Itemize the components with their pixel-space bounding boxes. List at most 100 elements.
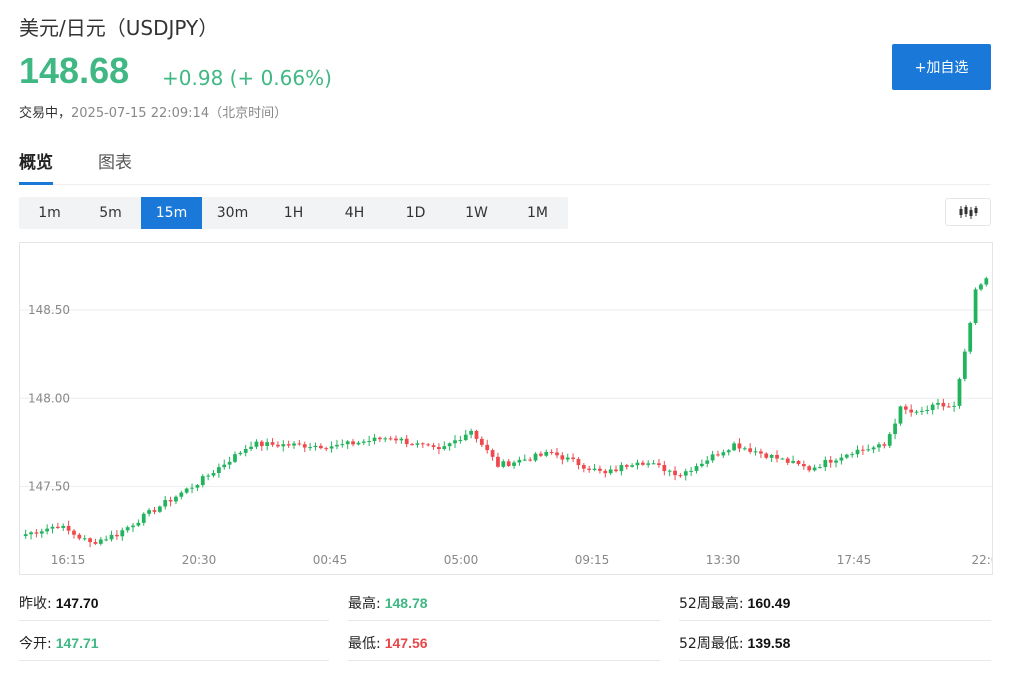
candle-body — [522, 459, 527, 461]
candle-body — [23, 534, 28, 537]
candle-body — [834, 460, 838, 463]
candle-body — [608, 469, 613, 474]
period-5m[interactable]: 5m — [99, 205, 122, 221]
candle-body — [700, 463, 704, 467]
candle-body — [281, 444, 286, 447]
period-30m[interactable]: 30m — [216, 205, 249, 221]
candle-body — [603, 470, 608, 474]
candlestick-icon — [959, 205, 978, 219]
candle-body — [871, 447, 876, 450]
stat-value: 160.49 — [747, 595, 791, 611]
candle-body — [640, 462, 645, 465]
candle-body — [512, 462, 516, 466]
candle-body — [335, 444, 339, 447]
candle-body — [490, 450, 495, 457]
candle-body — [850, 454, 855, 456]
period-4h[interactable]: 4H — [344, 205, 365, 221]
period-15m[interactable]: 15m — [141, 197, 202, 229]
tab-bar: 概览 图表 — [19, 148, 991, 185]
chart-type-button[interactable] — [945, 198, 991, 226]
candle-body — [265, 442, 270, 447]
candle-body — [544, 451, 549, 456]
candle-body — [394, 438, 398, 441]
candle-body — [249, 446, 253, 449]
stat-label: 昨收: — [19, 596, 52, 612]
candle-body — [565, 457, 570, 460]
candle-body — [420, 443, 425, 445]
candle-body — [764, 453, 769, 458]
period-1h[interactable]: 1H — [283, 205, 304, 221]
candle-body — [630, 465, 634, 467]
candle-body — [742, 448, 747, 450]
tab-overview[interactable]: 概览 — [19, 148, 53, 185]
candle-body — [238, 452, 243, 455]
candle-body — [141, 513, 146, 523]
price-chart[interactable]: 148.50 148.00 147.50 16:15 20:30 00:45 05:00 09… — [19, 242, 998, 575]
period-1w[interactable]: 1W — [465, 205, 488, 221]
candle-body — [973, 289, 978, 324]
period-1m[interactable]: 1m — [38, 205, 61, 221]
candle-body — [678, 475, 683, 477]
candle-body — [775, 454, 779, 459]
candle-body — [292, 443, 296, 446]
period-1mo[interactable]: 1M — [527, 205, 548, 221]
candle-body — [549, 451, 554, 453]
candle-body — [270, 442, 275, 445]
candle-body — [737, 443, 742, 449]
stat-label: 今开: — [19, 636, 52, 652]
candle-body — [98, 539, 103, 544]
candle-body — [72, 530, 76, 535]
candle-body — [410, 444, 414, 446]
x-tick-label: 16:15 — [51, 553, 86, 567]
candle-body — [587, 468, 592, 470]
candle-body — [66, 525, 71, 531]
candle-body — [356, 442, 361, 445]
candle-body — [732, 443, 736, 451]
candle-body — [812, 467, 817, 471]
candle-body — [716, 454, 720, 456]
candle-body — [726, 450, 731, 453]
candle-body — [624, 465, 629, 467]
candle-body — [903, 406, 908, 410]
y-tick-label: 148.00 — [28, 391, 70, 405]
candle-body — [56, 526, 60, 528]
candle-body — [345, 441, 350, 445]
candle-body — [796, 460, 801, 465]
candle-body — [936, 402, 940, 405]
candle-body — [45, 528, 50, 532]
stat-value: 148.78 — [384, 595, 428, 611]
candle-body — [506, 461, 511, 466]
candle-body — [50, 526, 55, 529]
stat-label: 最低: — [348, 636, 381, 652]
stat-label: 52周最高: — [679, 596, 744, 612]
candle-body — [539, 453, 543, 456]
period-1d[interactable]: 1D — [405, 205, 426, 221]
candle-body — [463, 434, 468, 441]
candle-body — [823, 459, 828, 468]
candle-body — [898, 406, 903, 424]
candle-body — [136, 522, 141, 526]
candle-body — [131, 525, 135, 528]
candle-body — [39, 531, 44, 534]
candle-body — [555, 452, 559, 456]
candlestick-chart: 148.50 148.00 147.50 16:15 20:30 00:45 05:00 09… — [20, 276, 998, 567]
x-tick-label: 20:30 — [182, 553, 217, 567]
tab-chart[interactable]: 图表 — [98, 153, 132, 173]
candle-body — [528, 459, 533, 461]
stat-value: 139.58 — [747, 635, 791, 651]
current-price: 148.68 — [19, 50, 130, 91]
candle-body — [120, 530, 125, 537]
candle-body — [571, 457, 575, 460]
candle-body — [243, 448, 248, 453]
candle-body — [163, 500, 168, 507]
candle-body — [431, 445, 436, 448]
candle-body — [576, 459, 581, 466]
candle-body — [598, 468, 602, 471]
add-watchlist-button[interactable]: +加自选 — [892, 44, 991, 90]
candle-body — [861, 449, 865, 451]
candle-body — [217, 467, 221, 474]
candle-body — [748, 448, 753, 452]
candle-body — [174, 496, 178, 502]
candle-body — [211, 473, 216, 476]
candle-body — [404, 438, 409, 445]
